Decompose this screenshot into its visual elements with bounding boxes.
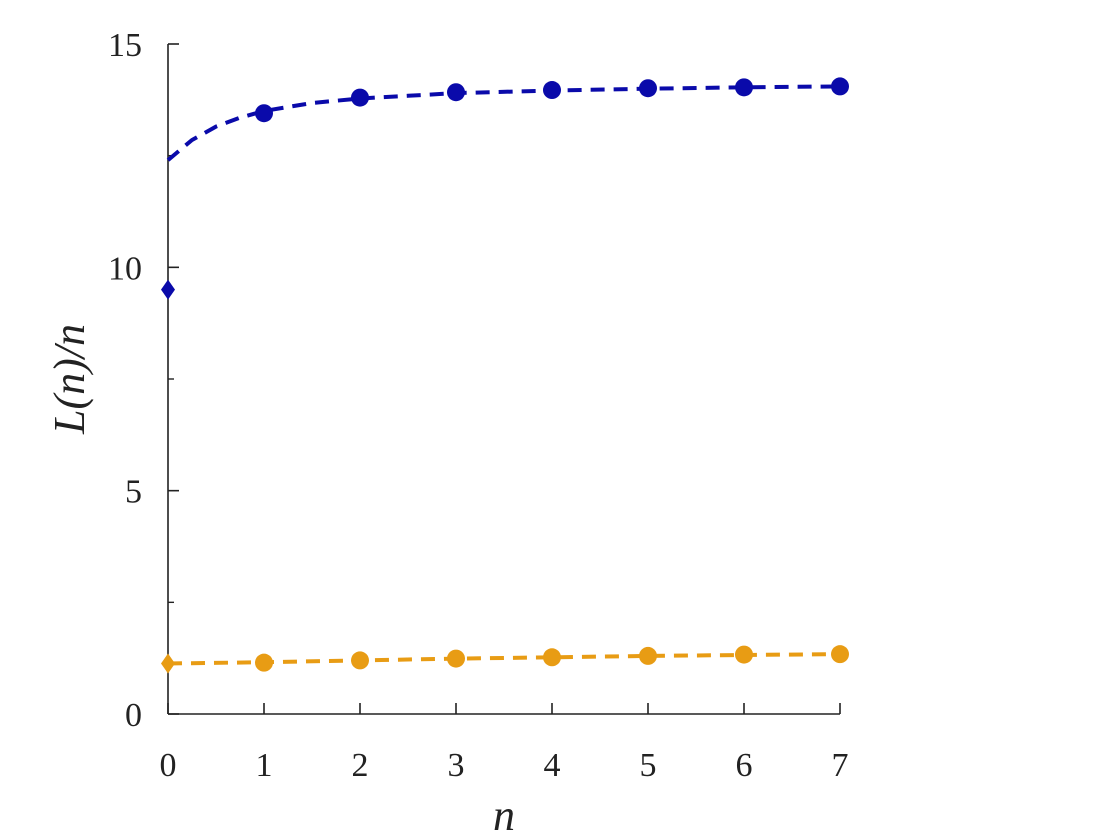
- data-point-series-1: [351, 88, 369, 107]
- diamond-point-series-2: [161, 653, 175, 674]
- markers: [161, 77, 849, 674]
- diamond-point-series-1: [161, 279, 175, 300]
- y-tick-label: 15: [108, 27, 142, 64]
- fit-curve-series-1: [166, 84, 841, 162]
- x-tick-label: 1: [256, 747, 273, 784]
- y-tick-label: 5: [125, 474, 142, 511]
- data-point-series-1: [447, 83, 465, 102]
- y-axis-label: L(n)/n: [45, 324, 94, 435]
- y-tick-label: 10: [108, 250, 142, 287]
- data-point-series-1: [543, 81, 561, 100]
- data-point-series-1: [735, 78, 753, 97]
- x-tick-label: 2: [352, 747, 369, 784]
- data-point-series-2: [543, 648, 561, 667]
- x-tick-label: 5: [640, 747, 657, 784]
- fit-curves: [166, 84, 841, 666]
- fit-curve-series-2: [167, 652, 841, 666]
- x-tick-label: 3: [448, 747, 465, 784]
- x-tick-label: 6: [736, 747, 753, 784]
- data-point-series-1: [639, 79, 657, 98]
- y-tick-label: 0: [125, 697, 142, 734]
- data-point-series-2: [447, 649, 465, 668]
- x-tick-label: 4: [544, 747, 561, 784]
- data-point-series-2: [351, 651, 369, 670]
- data-point-series-2: [831, 645, 849, 664]
- x-axis-label: n: [493, 791, 515, 840]
- data-point-series-2: [735, 645, 753, 664]
- data-point-series-1: [255, 104, 273, 123]
- axes: 0 1 2 3 4 5 6 7 0 5 10 15: [108, 27, 849, 784]
- x-tick-label: 0: [160, 747, 177, 784]
- data-point-series-2: [639, 646, 657, 665]
- x-tick-label: 7: [832, 747, 849, 784]
- data-point-series-1: [831, 77, 849, 96]
- data-point-series-2: [255, 653, 273, 672]
